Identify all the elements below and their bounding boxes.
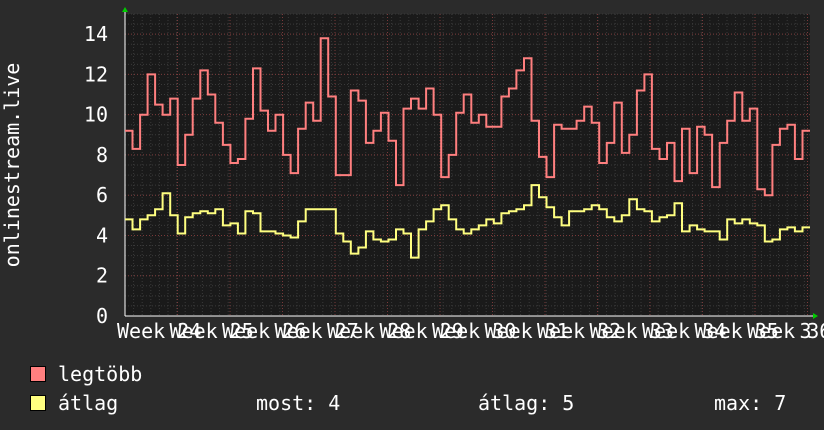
legend-swatch-avg: [30, 395, 46, 411]
x-tick-label: Week 24: [117, 319, 201, 343]
x-tick-label: Week 28: [327, 319, 411, 343]
x-tick-label: Week 30: [432, 319, 516, 343]
series-line-max: [125, 37, 810, 197]
series-line-avg: [125, 184, 810, 259]
stat-now: most: 4: [256, 391, 341, 415]
x-tick-label: Week 27: [275, 319, 359, 343]
stat-max: max: 7: [714, 391, 787, 415]
legend-label-max: legtöbb: [58, 362, 143, 386]
legend-swatch-max: [30, 366, 46, 382]
y-axis-label: onlinestream.live: [0, 63, 24, 268]
y-tick-label: 4: [96, 223, 108, 247]
x-tick-label: Week 26: [222, 319, 306, 343]
y-ticks: 0 2 4 6 8 10 12 14: [84, 22, 108, 328]
legend-item-max: legtöbb: [30, 362, 142, 386]
series-group: [125, 37, 810, 259]
x-tick-label: Week 35: [695, 319, 779, 343]
y-tick-label: 0: [96, 304, 108, 328]
x-axis-arrow: [813, 313, 818, 319]
legend-label-avg: átlag: [58, 391, 119, 415]
x-tick-label: Week 31: [485, 319, 569, 343]
x-tick-label: 3: [800, 319, 812, 343]
x-tick-label: Week 32: [537, 319, 621, 343]
stat-avg: átlag: 5: [478, 391, 575, 415]
axes: [122, 7, 818, 319]
legend-item-avg: átlag: [30, 391, 118, 415]
x-tick-label: Week 33: [590, 319, 674, 343]
y-tick-label: 10: [84, 103, 108, 127]
y-tick-label: 8: [96, 143, 108, 167]
y-tick-label: 12: [84, 62, 108, 86]
y-axis-arrow: [122, 7, 128, 12]
y-tick-label: 14: [84, 22, 108, 46]
x-tick-label: Week 25: [170, 319, 254, 343]
x-tick-label: Week 29: [380, 319, 464, 343]
y-tick-label: 6: [96, 183, 108, 207]
x-tick-label: Week 34: [642, 319, 726, 343]
x-tick-label: Week 36: [747, 319, 824, 343]
y-tick-label: 2: [96, 264, 108, 288]
